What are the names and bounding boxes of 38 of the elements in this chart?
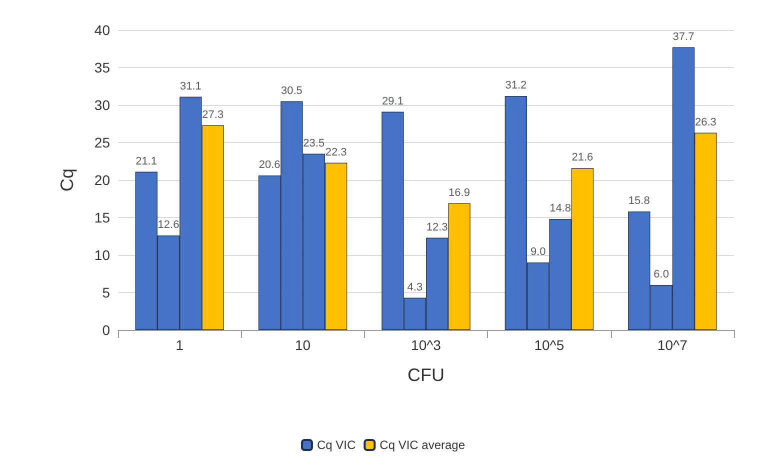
y-tick-label: 0 <box>102 322 110 338</box>
data-label: 22.3 <box>325 146 347 158</box>
data-label: 29.1 <box>382 95 404 108</box>
legend-label: Cq VIC <box>316 438 356 452</box>
data-label: 12.6 <box>158 219 180 231</box>
y-tick-label: 30 <box>94 97 110 113</box>
data-label: 9.0 <box>530 246 546 258</box>
x-tick-label: 10^7 <box>657 337 688 353</box>
data-label: 21.1 <box>136 155 158 168</box>
y-tick-label: 15 <box>94 210 110 226</box>
y-tick-label: 35 <box>94 60 110 76</box>
data-label: 23.5 <box>303 137 325 150</box>
data-label: 26.3 <box>694 116 716 128</box>
data-label: 20.6 <box>258 159 280 171</box>
data-label: 31.2 <box>505 80 527 92</box>
y-tick-label: 20 <box>94 172 110 188</box>
x-tick-label: 10^5 <box>534 337 564 353</box>
y-tick-label: 25 <box>94 134 110 150</box>
data-label: 12.3 <box>426 221 448 234</box>
x-tick-label: 10^3 <box>411 337 442 353</box>
data-label: 16.9 <box>448 186 470 199</box>
data-label: 27.3 <box>202 108 224 121</box>
data-label: 6.0 <box>654 268 669 280</box>
y-axis-title: Cq <box>57 168 77 192</box>
y-tick-label: 10 <box>94 247 110 263</box>
data-label: 15.8 <box>628 195 650 207</box>
data-label: 21.6 <box>572 152 594 164</box>
data-label: 30.5 <box>281 84 302 97</box>
x-tick-label: 10 <box>295 337 311 353</box>
data-label: 4.3 <box>407 281 423 294</box>
data-label: 37.7 <box>672 30 694 43</box>
y-tick-label: 40 <box>94 22 110 38</box>
x-axis-title: CFU <box>408 365 444 385</box>
y-tick-label: 5 <box>102 284 110 300</box>
data-label: 31.1 <box>180 80 202 92</box>
legend-label: Cq VIC average <box>380 438 466 452</box>
data-label: 14.8 <box>550 202 571 214</box>
x-tick-label: 1 <box>176 337 184 353</box>
